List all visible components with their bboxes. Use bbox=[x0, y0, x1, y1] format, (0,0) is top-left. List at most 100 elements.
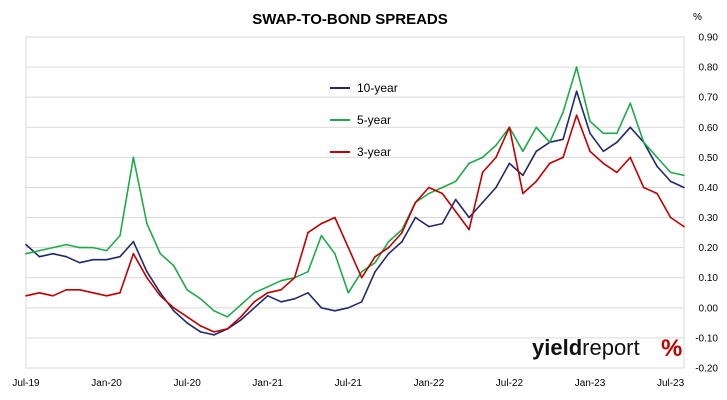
data-point-5-year bbox=[602, 132, 605, 135]
data-point-5-year bbox=[25, 252, 27, 255]
data-point-3-year bbox=[629, 156, 632, 159]
data-point-10-year bbox=[186, 322, 188, 324]
x-tick-label: Jul-23 bbox=[657, 378, 685, 389]
y-tick-label: 0.40 bbox=[699, 183, 719, 194]
data-point-5-year bbox=[253, 292, 256, 294]
data-point-10-year bbox=[347, 307, 350, 309]
data-point-5-year bbox=[683, 174, 685, 177]
series-line-3-year bbox=[25, 114, 685, 333]
data-point-5-year bbox=[52, 246, 54, 249]
data-point-3-year bbox=[374, 255, 376, 258]
logo-text-regular: report bbox=[582, 335, 639, 360]
data-point-5-year bbox=[347, 292, 350, 294]
data-point-3-year bbox=[266, 292, 269, 294]
y-tick-label: 0.20 bbox=[699, 243, 719, 254]
yieldreport-logo: yieldreport % bbox=[532, 335, 682, 362]
data-point-3-year bbox=[522, 192, 524, 195]
data-point-5-year bbox=[616, 132, 618, 135]
data-point-5-year bbox=[360, 270, 363, 273]
data-point-10-year bbox=[253, 307, 256, 309]
data-point-3-year bbox=[38, 292, 41, 294]
data-point-5-year bbox=[119, 234, 121, 237]
y-tick-label: 0.50 bbox=[699, 153, 719, 164]
data-point-5-year bbox=[656, 156, 658, 159]
data-point-10-year bbox=[441, 222, 444, 225]
data-point-3-year bbox=[172, 307, 175, 309]
data-point-10-year bbox=[38, 255, 41, 258]
data-point-5-year bbox=[387, 240, 390, 243]
x-tick-label: Jul-22 bbox=[496, 378, 524, 389]
y-tick-label: 0.00 bbox=[699, 303, 719, 314]
y-axis-ticks: 0.90 0.80 0.70 0.60 0.50 0.40 0.30 0.20 0.10 0.00… bbox=[695, 33, 718, 375]
data-point-5-year bbox=[428, 192, 430, 195]
data-point-5-year bbox=[454, 180, 457, 183]
series-line-5-year bbox=[25, 66, 685, 318]
data-point-3-year bbox=[683, 225, 685, 228]
legend-label-10-year: 10-year bbox=[357, 81, 398, 95]
data-point-10-year bbox=[468, 216, 470, 219]
data-point-3-year bbox=[280, 289, 282, 291]
data-point-5-year bbox=[226, 316, 229, 318]
y-tick-label: 0.30 bbox=[699, 213, 719, 224]
data-point-3-year bbox=[226, 328, 229, 330]
data-point-5-year bbox=[481, 156, 484, 159]
logo-wordmark: yieldreport bbox=[532, 335, 640, 360]
data-point-3-year bbox=[387, 246, 390, 249]
data-point-3-year bbox=[428, 186, 430, 189]
data-point-3-year bbox=[307, 231, 309, 234]
data-point-10-year bbox=[508, 162, 511, 165]
data-point-3-year bbox=[92, 292, 94, 294]
data-point-3-year bbox=[656, 192, 658, 195]
data-point-3-year bbox=[65, 289, 68, 291]
logo-text-bold: yield bbox=[532, 335, 582, 360]
data-point-5-year bbox=[468, 162, 470, 165]
x-tick-label: Jul-19 bbox=[12, 378, 40, 389]
data-point-5-year bbox=[65, 243, 68, 246]
data-point-10-year bbox=[105, 258, 108, 261]
data-point-5-year bbox=[266, 286, 269, 288]
data-point-10-year bbox=[334, 310, 336, 312]
data-point-3-year bbox=[414, 201, 417, 204]
data-point-10-year bbox=[414, 216, 417, 219]
data-point-3-year bbox=[495, 156, 497, 159]
data-point-5-year bbox=[535, 126, 538, 129]
data-point-5-year bbox=[92, 246, 94, 249]
data-point-5-year bbox=[199, 298, 202, 300]
data-point-3-year bbox=[441, 192, 444, 195]
data-point-3-year bbox=[347, 246, 350, 249]
data-point-5-year bbox=[159, 252, 162, 255]
legend: 10-year 5-year 3-year bbox=[330, 81, 398, 159]
y-axis-unit: % bbox=[693, 12, 702, 23]
data-point-3-year bbox=[240, 316, 242, 318]
data-point-10-year bbox=[360, 301, 363, 303]
data-point-3-year bbox=[508, 126, 511, 129]
data-point-3-year bbox=[575, 114, 578, 116]
legend-label-3-year: 3-year bbox=[357, 145, 391, 159]
data-point-3-year bbox=[293, 276, 296, 279]
data-point-5-year bbox=[548, 141, 551, 144]
data-point-3-year bbox=[334, 216, 336, 219]
data-point-3-year bbox=[562, 156, 564, 159]
data-point-3-year bbox=[159, 295, 162, 297]
data-point-10-year bbox=[25, 243, 27, 246]
data-point-10-year bbox=[240, 319, 242, 321]
data-point-10-year bbox=[172, 310, 175, 312]
data-point-5-year bbox=[320, 234, 323, 237]
data-point-10-year bbox=[293, 298, 296, 300]
x-tick-label: Jul-20 bbox=[174, 378, 202, 389]
data-point-10-year bbox=[656, 165, 658, 168]
data-point-3-year bbox=[602, 162, 605, 165]
x-tick-label: Jul-21 bbox=[335, 378, 363, 389]
data-point-10-year bbox=[522, 174, 524, 177]
data-point-10-year bbox=[132, 240, 135, 243]
data-point-5-year bbox=[38, 249, 41, 252]
y-tick-label: 0.70 bbox=[699, 93, 719, 104]
x-tick-label: Jan-21 bbox=[252, 378, 283, 389]
gridlines bbox=[26, 36, 684, 369]
logo-percent-symbol: % bbox=[661, 335, 682, 362]
data-point-10-year bbox=[616, 141, 618, 144]
data-point-3-year bbox=[78, 289, 81, 291]
chart-title: SWAP-TO-BOND SPREADS bbox=[252, 11, 448, 28]
data-point-10-year bbox=[535, 150, 538, 153]
